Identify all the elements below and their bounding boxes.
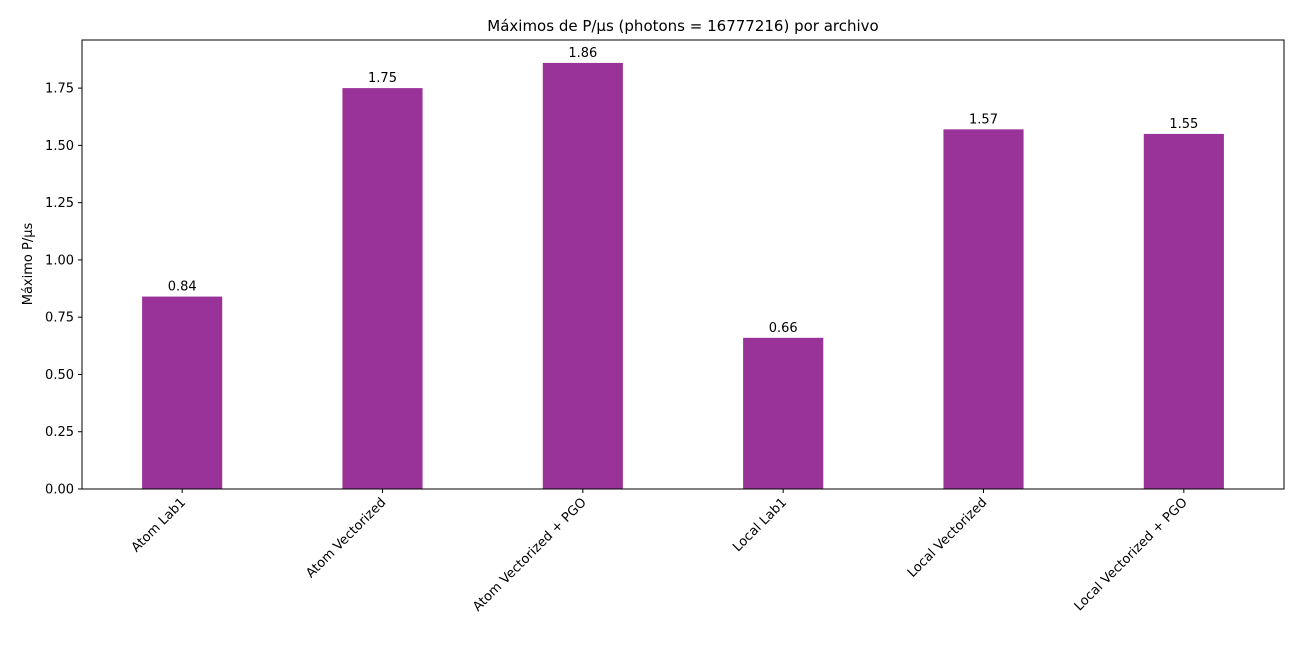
bar-value-label: 1.75 [368, 71, 397, 86]
plot-frame [81, 39, 1285, 490]
x-tick-label: Local Vectorized [905, 495, 991, 581]
y-tick-label: 1.50 [45, 139, 74, 154]
x-tick-label: Atom Vectorized [303, 495, 389, 581]
y-axis-label: Máximo P/µs [21, 223, 36, 306]
y-tick-label: 0.75 [45, 311, 74, 326]
x-tick-label: Local Lab1 [730, 495, 790, 555]
x-axis-ticks: Atom Lab1 Atom Vectorized Atom Vectorized … [129, 489, 1191, 615]
bar-value-label: 1.86 [568, 46, 597, 61]
y-tick-label: 0.50 [45, 368, 74, 383]
bar [743, 337, 824, 489]
x-tick-label: Local Vectorized + PGO [1072, 495, 1191, 614]
y-tick-label: 1.00 [45, 253, 74, 268]
y-tick-label: 0.25 [45, 425, 74, 440]
chart-title: Máximos de P/µs (photons = 16777216) por… [487, 17, 878, 35]
y-tick-label: 1.75 [45, 82, 74, 97]
bar-value-label: 1.57 [969, 112, 998, 127]
bar [1143, 133, 1224, 489]
bar [342, 88, 423, 489]
bar-value-label: 0.84 [168, 280, 197, 295]
y-tick-label: 1.25 [45, 196, 74, 211]
bar [142, 296, 223, 489]
bar [943, 129, 1024, 489]
bars-group [142, 62, 1224, 489]
x-tick-label: Atom Vectorized + PGO [470, 495, 589, 614]
bar-value-label: 1.55 [1169, 117, 1198, 132]
y-axis-ticks: 0.00 0.25 0.50 0.75 1.00 1.25 1.50 1.75 [45, 82, 82, 498]
y-tick-label: 0.00 [45, 483, 74, 498]
bar-value-label: 0.66 [769, 321, 798, 336]
bar-value-labels: 0.84 1.75 1.86 0.66 1.57 1.55 [168, 46, 1199, 336]
bar [542, 62, 623, 489]
x-tick-label: Atom Lab1 [129, 495, 189, 555]
